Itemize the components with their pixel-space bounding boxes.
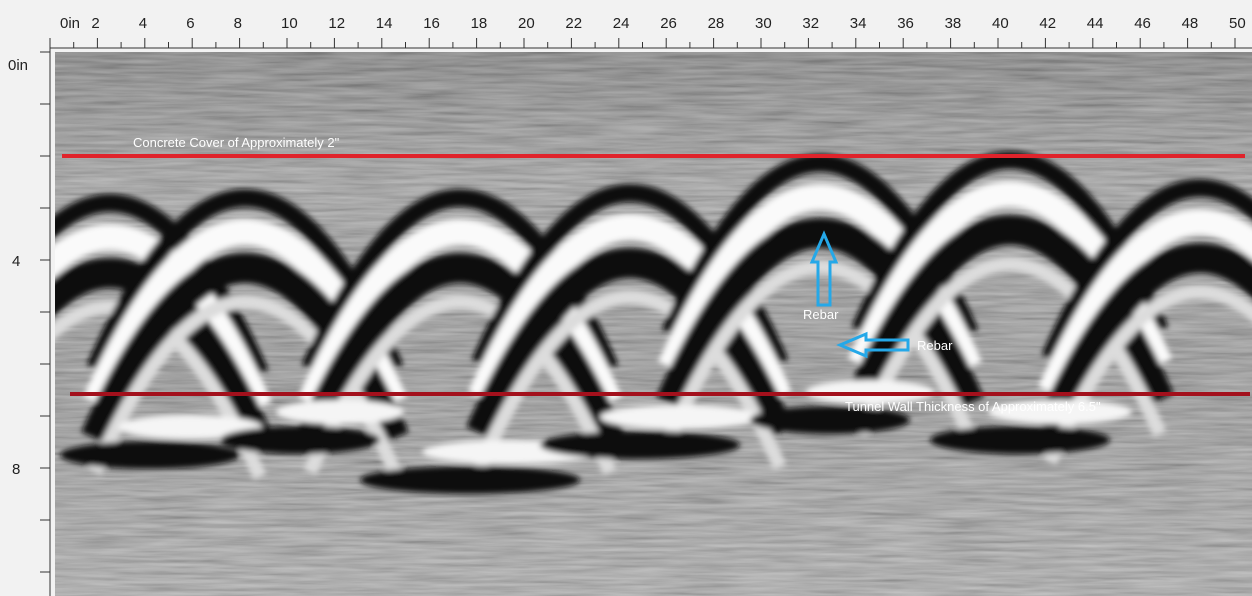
reflection-blob (930, 426, 1110, 454)
top-ruler-label: 8 (234, 15, 242, 32)
left-ruler-label: 8 (12, 461, 20, 478)
top-ruler-label: 38 (945, 15, 962, 32)
rebar-label: Rebar (917, 338, 953, 353)
top-ruler-label: 44 (1087, 15, 1104, 32)
reflection-blob (600, 405, 760, 429)
radargram (0, 52, 1252, 596)
top-ruler-label: 28 (708, 15, 725, 32)
top-ruler-label: 14 (376, 15, 393, 32)
top-ruler-label: 46 (1134, 15, 1151, 32)
left-ruler-label: 0in (8, 57, 28, 74)
top-ruler-label: 6 (186, 15, 194, 32)
top-ruler-label: 2 (91, 15, 99, 32)
thickness-label: Tunnel Wall Thickness of Approximately 6… (845, 399, 1101, 414)
top-ruler-label: 12 (328, 15, 345, 32)
cover-label: Concrete Cover of Approximately 2" (133, 135, 340, 150)
top-ruler-label: 20 (518, 15, 535, 32)
top-ruler-label: 4 (139, 15, 147, 32)
reflection-blob (540, 431, 740, 459)
top-ruler-label: 22 (565, 15, 582, 32)
reflection-blob (60, 441, 240, 469)
gpr-scan-view: 0in2468101214161820222426283032343638404… (0, 0, 1252, 596)
top-ruler-label: 16 (423, 15, 440, 32)
reflection-blob (276, 400, 404, 424)
left-ruler-label: 4 (12, 253, 20, 270)
top-ruler-label: 0in (60, 15, 80, 32)
rebar-label: Rebar (803, 307, 839, 322)
reflection-blob (360, 466, 580, 494)
top-ruler-label: 26 (660, 15, 677, 32)
top-ruler-label: 40 (992, 15, 1009, 32)
top-ruler-label: 30 (755, 15, 772, 32)
top-ruler-label: 34 (850, 15, 867, 32)
top-ruler-label: 50 (1229, 15, 1246, 32)
top-ruler-label: 42 (1039, 15, 1056, 32)
top-ruler-label: 36 (897, 15, 914, 32)
top-ruler-label: 18 (471, 15, 488, 32)
reflection-blob (220, 426, 380, 454)
top-ruler-label: 10 (281, 15, 298, 32)
top-ruler-label: 24 (613, 15, 630, 32)
top-ruler-label: 32 (802, 15, 819, 32)
top-ruler-label: 48 (1182, 15, 1199, 32)
